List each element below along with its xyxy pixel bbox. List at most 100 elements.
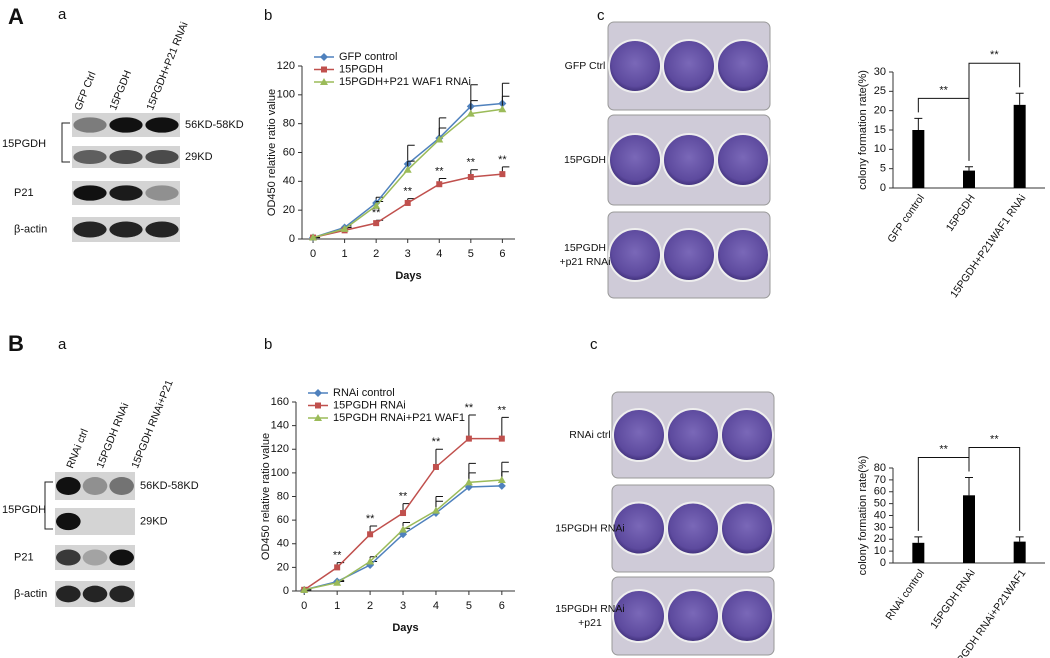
y-tick-label: 40 (874, 509, 886, 521)
panel-letter: B (8, 331, 24, 356)
x-tick-label: RNAi control (883, 567, 927, 622)
blot-band (82, 585, 108, 603)
y-tick-label: 10 (874, 545, 886, 557)
bar (963, 495, 975, 563)
x-tick-label: 15PGDH RNAi (928, 567, 978, 631)
y-tick-label: 50 (874, 498, 886, 510)
sub-panel-label: a (58, 6, 67, 23)
x-tick-label: 4 (433, 600, 439, 612)
error-bar (1015, 92, 1024, 105)
marker (367, 531, 374, 538)
significance: ** (399, 490, 408, 502)
blot-band (109, 477, 134, 495)
band-size-label: 56KD-58KD (140, 480, 199, 492)
blot-band (82, 549, 108, 566)
bar (1013, 541, 1026, 563)
y-tick-label: 80 (283, 118, 295, 130)
error-bar (914, 117, 923, 130)
x-tick-label: 5 (466, 600, 472, 612)
blot-band (56, 477, 81, 495)
marker (435, 135, 444, 143)
significance-bracket (968, 447, 1021, 531)
lane-label: 15PGDH RNAi (94, 401, 131, 470)
blot-band (56, 549, 81, 566)
legend-label: 15PGDH RNAi+P21 WAF1 (333, 412, 465, 424)
blot-band (145, 149, 179, 165)
sub-panel-label: c (597, 7, 605, 24)
y-axis-label: colony formation rate(%) (857, 456, 869, 576)
plate-label: +p21 RNAi (559, 256, 610, 268)
legend-marker (320, 53, 328, 61)
bracket (61, 122, 70, 163)
legend-marker (321, 66, 327, 73)
lane-label: 15PGDH (107, 69, 134, 112)
band-size-label: 29KD (140, 515, 168, 527)
blot-band (109, 549, 134, 566)
marker (400, 510, 407, 517)
y-tick-label: 120 (271, 443, 289, 455)
marker (431, 506, 440, 514)
bracket (44, 481, 53, 530)
significance: ** (939, 443, 948, 455)
y-tick-label: 80 (874, 462, 886, 474)
error-bar (501, 82, 510, 104)
protein-label: β-actin (14, 588, 47, 600)
well (666, 501, 720, 556)
significance: ** (435, 165, 444, 177)
blot-band (73, 149, 107, 165)
bar (963, 170, 975, 188)
plate-label: +p21 (578, 617, 602, 629)
marker (498, 105, 507, 113)
y-tick-label: 0 (880, 557, 886, 569)
marker (340, 224, 349, 232)
marker (465, 435, 472, 442)
blot-band (109, 585, 134, 603)
significance: ** (990, 49, 999, 61)
x-tick-label: GFP control (885, 192, 927, 245)
well (720, 589, 774, 643)
sub-panel-label: b (264, 336, 272, 353)
x-axis-label: Days (392, 622, 418, 634)
error-bar (501, 461, 509, 480)
band-size-label: 29KD (185, 151, 213, 163)
x-tick-label: 3 (400, 600, 406, 612)
blot-band (73, 185, 107, 201)
y-axis-label: colony formation rate(%) (857, 70, 869, 190)
marker (499, 171, 506, 178)
y-tick-label: 60 (277, 514, 289, 526)
blot-band (145, 117, 179, 133)
marker (498, 435, 505, 442)
significance: ** (333, 550, 342, 562)
significance-bracket (917, 97, 970, 161)
y-tick-label: 60 (283, 146, 295, 158)
marker (497, 481, 506, 490)
significance: ** (467, 157, 476, 169)
lane-label: 15PGDH RNAi+P21 (129, 378, 175, 470)
significance: ** (498, 404, 507, 416)
y-tick-label: 60 (874, 486, 886, 498)
marker (333, 578, 342, 586)
x-tick-label: 6 (499, 600, 505, 612)
legend-label: GFP control (339, 51, 398, 63)
legend-label: 15PGDH RNAi (333, 399, 406, 411)
x-tick-label: 0 (301, 600, 307, 612)
legend-marker (320, 78, 328, 85)
error-bar (470, 84, 478, 107)
y-tick-label: 100 (271, 467, 289, 479)
y-tick-label: 140 (271, 420, 289, 432)
legend-label: RNAi control (333, 387, 395, 399)
marker (432, 463, 439, 470)
well (612, 589, 666, 643)
y-tick-label: 30 (874, 521, 886, 533)
blot-band (109, 149, 143, 165)
significance: ** (372, 207, 381, 219)
protein-label: 15PGDH (2, 504, 46, 516)
marker (403, 165, 412, 173)
well (666, 408, 720, 462)
well (662, 228, 716, 282)
significance-bracket (917, 457, 970, 531)
significance: ** (990, 433, 999, 445)
error-bar (1015, 536, 1024, 542)
bar (1013, 104, 1026, 188)
y-tick-label: 40 (277, 538, 289, 550)
